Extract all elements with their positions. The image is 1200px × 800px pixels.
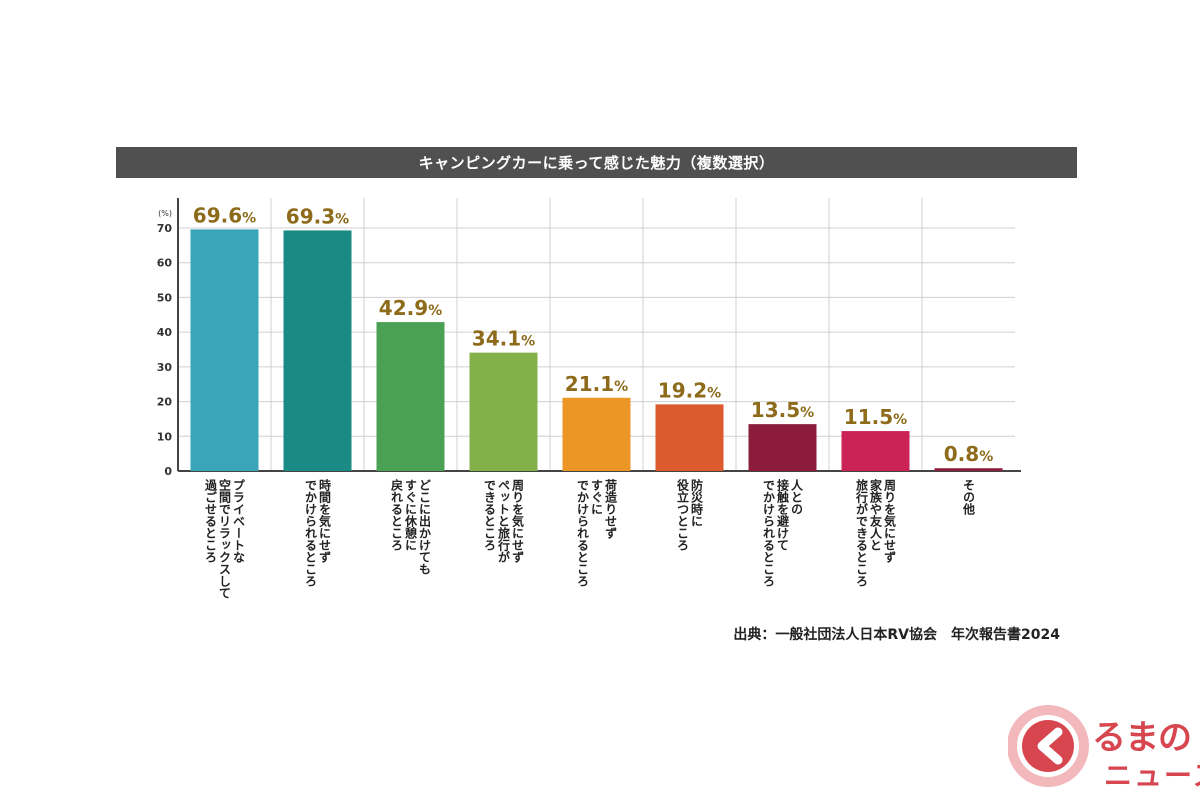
y-tick-label: 20 <box>157 396 173 409</box>
data-label: 19.2% <box>658 378 721 402</box>
category-label: 人との <box>790 478 804 515</box>
y-tick-label: 0 <box>164 465 172 478</box>
category-label: でかけられるところ <box>762 479 776 587</box>
y-tick-label: 10 <box>157 430 173 443</box>
category-label: 防災時に <box>690 478 704 527</box>
category-label: 荷造りせず <box>604 478 618 539</box>
category-label: 周りを気にせず <box>883 479 897 563</box>
logo-mark-icon <box>1008 705 1089 787</box>
bar <box>934 468 1003 471</box>
bar <box>190 229 259 471</box>
data-label: 42.9% <box>379 296 442 320</box>
bar <box>562 397 631 471</box>
chart-title: キャンピングカーに乗って感じた魅力（複数選択） <box>116 147 1077 178</box>
category-label: ペットと旅行が <box>497 479 511 563</box>
category-label: 戻れるところ <box>390 478 404 551</box>
logo-text: るまの <box>1092 718 1192 758</box>
data-label: 0.8% <box>944 442 993 466</box>
category-label: 空間でリラックスして <box>218 478 232 599</box>
category-label: でかけられるところ <box>304 479 318 587</box>
y-tick-label: 60 <box>157 257 173 270</box>
bar <box>841 431 910 471</box>
category-label: できるところ <box>483 479 497 551</box>
category-label: 役立つところ <box>676 478 690 551</box>
category-label: 接触を避けて <box>776 478 790 551</box>
category-label: プライベートな <box>232 479 246 564</box>
y-tick-label: 70 <box>157 222 173 235</box>
category-label: すぐに <box>590 479 604 515</box>
data-label: 13.5% <box>751 398 814 422</box>
category-label: でかけられるところ <box>576 479 590 587</box>
category-label: 過ごせるところ <box>204 478 218 563</box>
data-label: 11.5% <box>844 405 907 429</box>
bar <box>655 404 724 471</box>
y-tick-label: 50 <box>157 291 173 304</box>
data-label: 69.6% <box>193 203 256 227</box>
bar <box>469 352 538 471</box>
data-label: 69.3% <box>286 204 349 228</box>
category-label: 周りを気にせず <box>511 479 525 563</box>
bar <box>748 424 817 471</box>
data-label: 21.1% <box>565 372 628 396</box>
source-text: 出典：一般社団法人日本RV協会 年次報告書2024 <box>733 627 1060 643</box>
bar <box>376 322 445 471</box>
bar <box>283 230 352 471</box>
category-label: 旅行ができるところ <box>855 478 869 587</box>
kuruma-news-logo[interactable]: るまの ニュース <box>1008 704 1200 794</box>
y-tick-label: 40 <box>157 326 173 339</box>
logo-subtext: ニュース <box>1104 759 1200 792</box>
category-label: 時間を気にせず <box>318 478 332 563</box>
category-label: すぐに休憩に <box>404 479 418 551</box>
data-label: 34.1% <box>472 327 535 351</box>
y-unit-label: (%) <box>158 209 172 218</box>
y-tick-label: 30 <box>157 361 173 374</box>
category-label: 家族や友人と <box>869 478 883 551</box>
category-label: どこに出かけても <box>418 479 432 575</box>
category-label: その他 <box>962 479 976 516</box>
